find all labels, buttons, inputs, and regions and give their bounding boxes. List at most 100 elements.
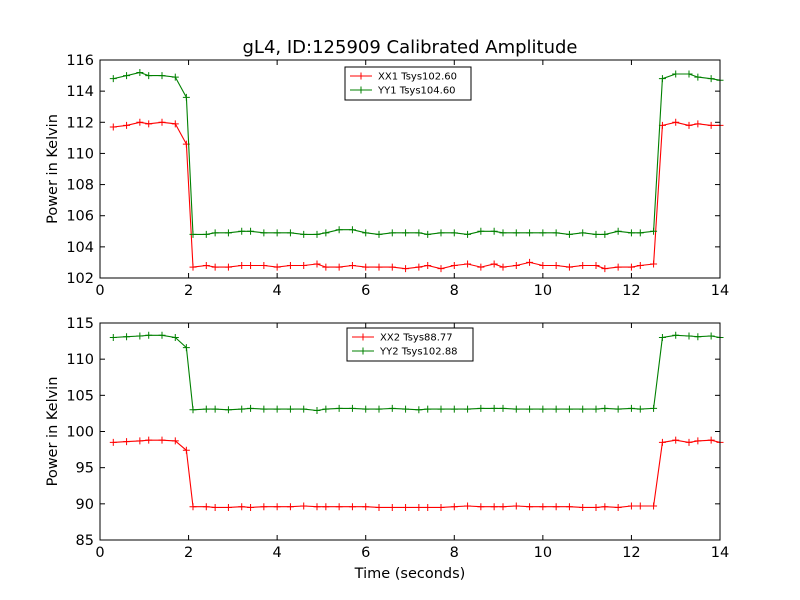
data-point bbox=[579, 503, 587, 511]
subplot-1: 0 2 4 6 8 10 12 14 102 104 106 108 110 112 114 116 Power… bbox=[45, 53, 729, 299]
data-point bbox=[335, 404, 343, 412]
series-2 bbox=[109, 331, 724, 415]
data-point bbox=[158, 72, 166, 80]
data-point bbox=[335, 503, 343, 511]
data-point bbox=[579, 405, 587, 413]
data-point bbox=[286, 229, 294, 237]
data-point bbox=[565, 263, 573, 271]
data-point bbox=[614, 405, 622, 413]
y-tick-label: 105 bbox=[66, 388, 94, 404]
data-point bbox=[313, 230, 321, 238]
data-point bbox=[658, 75, 666, 83]
data-point bbox=[658, 438, 666, 446]
data-point bbox=[123, 72, 131, 80]
x-axis-label: Time (seconds) bbox=[354, 566, 466, 582]
legend-marker bbox=[359, 333, 367, 341]
data-point bbox=[202, 405, 210, 413]
data-point bbox=[694, 73, 702, 81]
data-point bbox=[477, 404, 485, 412]
data-point bbox=[539, 405, 547, 413]
data-point bbox=[136, 68, 144, 76]
data-point bbox=[286, 405, 294, 413]
data-point bbox=[109, 123, 117, 131]
data-point bbox=[348, 503, 356, 511]
data-point bbox=[512, 262, 520, 270]
data-point bbox=[672, 118, 680, 126]
data-point bbox=[322, 263, 330, 271]
data-point bbox=[672, 70, 680, 78]
data-point bbox=[375, 230, 383, 238]
data-point bbox=[189, 406, 197, 414]
data-point bbox=[512, 229, 520, 237]
data-point bbox=[464, 230, 472, 238]
data-point bbox=[158, 118, 166, 126]
legend: XX1 Tsys102.60 YY1 Tsys104.60 bbox=[344, 66, 472, 101]
data-point bbox=[171, 333, 179, 341]
data-point bbox=[552, 405, 560, 413]
data-point bbox=[437, 229, 445, 237]
data-point bbox=[145, 120, 153, 128]
data-point bbox=[601, 404, 609, 412]
data-point bbox=[171, 73, 179, 81]
data-point bbox=[189, 503, 197, 511]
data-point bbox=[464, 260, 472, 268]
y-tick-label: 110 bbox=[66, 352, 94, 368]
data-point bbox=[313, 503, 321, 511]
data-point bbox=[273, 503, 281, 511]
data-point bbox=[273, 405, 281, 413]
data-point bbox=[286, 503, 294, 511]
data-point bbox=[273, 263, 281, 271]
y-tick-label: 90 bbox=[76, 497, 94, 513]
data-point bbox=[145, 331, 153, 339]
data-point bbox=[450, 262, 458, 270]
data-point bbox=[158, 436, 166, 444]
data-point bbox=[601, 503, 609, 511]
data-point bbox=[273, 229, 281, 237]
data-point bbox=[182, 93, 190, 101]
data-point bbox=[313, 260, 321, 268]
x-tick-label: 6 bbox=[361, 283, 370, 299]
data-point bbox=[694, 437, 702, 445]
data-point bbox=[592, 262, 600, 270]
data-point bbox=[402, 503, 410, 511]
data-point bbox=[636, 229, 644, 237]
data-point bbox=[694, 120, 702, 128]
data-point bbox=[685, 332, 693, 340]
x-tick-label: 2 bbox=[184, 283, 193, 299]
x-tick-label: 10 bbox=[534, 545, 552, 561]
data-point bbox=[402, 229, 410, 237]
data-point bbox=[526, 229, 534, 237]
data-point bbox=[490, 260, 498, 268]
data-point bbox=[362, 405, 370, 413]
data-point bbox=[158, 331, 166, 339]
data-point bbox=[424, 503, 432, 511]
data-point bbox=[592, 503, 600, 511]
data-point bbox=[512, 502, 520, 510]
data-point bbox=[136, 437, 144, 445]
data-point bbox=[707, 436, 715, 444]
data-point bbox=[202, 503, 210, 511]
data-point bbox=[477, 263, 485, 271]
data-point bbox=[136, 332, 144, 340]
data-point bbox=[171, 120, 179, 128]
legend-box bbox=[346, 327, 474, 362]
data-point bbox=[499, 503, 507, 511]
data-point bbox=[601, 230, 609, 238]
x-tick-label: 0 bbox=[95, 545, 104, 561]
data-point bbox=[260, 229, 268, 237]
data-point bbox=[375, 503, 383, 511]
x-tick-label: 4 bbox=[273, 545, 282, 561]
series-1 bbox=[109, 118, 724, 273]
data-point bbox=[565, 503, 573, 511]
data-point bbox=[450, 229, 458, 237]
data-point bbox=[322, 229, 330, 237]
data-point bbox=[627, 404, 635, 412]
data-point bbox=[123, 333, 131, 341]
data-point bbox=[260, 262, 268, 270]
data-point bbox=[627, 229, 635, 237]
data-point bbox=[182, 446, 190, 454]
data-point bbox=[526, 503, 534, 511]
data-point bbox=[437, 405, 445, 413]
data-point bbox=[499, 229, 507, 237]
data-point bbox=[300, 502, 308, 510]
